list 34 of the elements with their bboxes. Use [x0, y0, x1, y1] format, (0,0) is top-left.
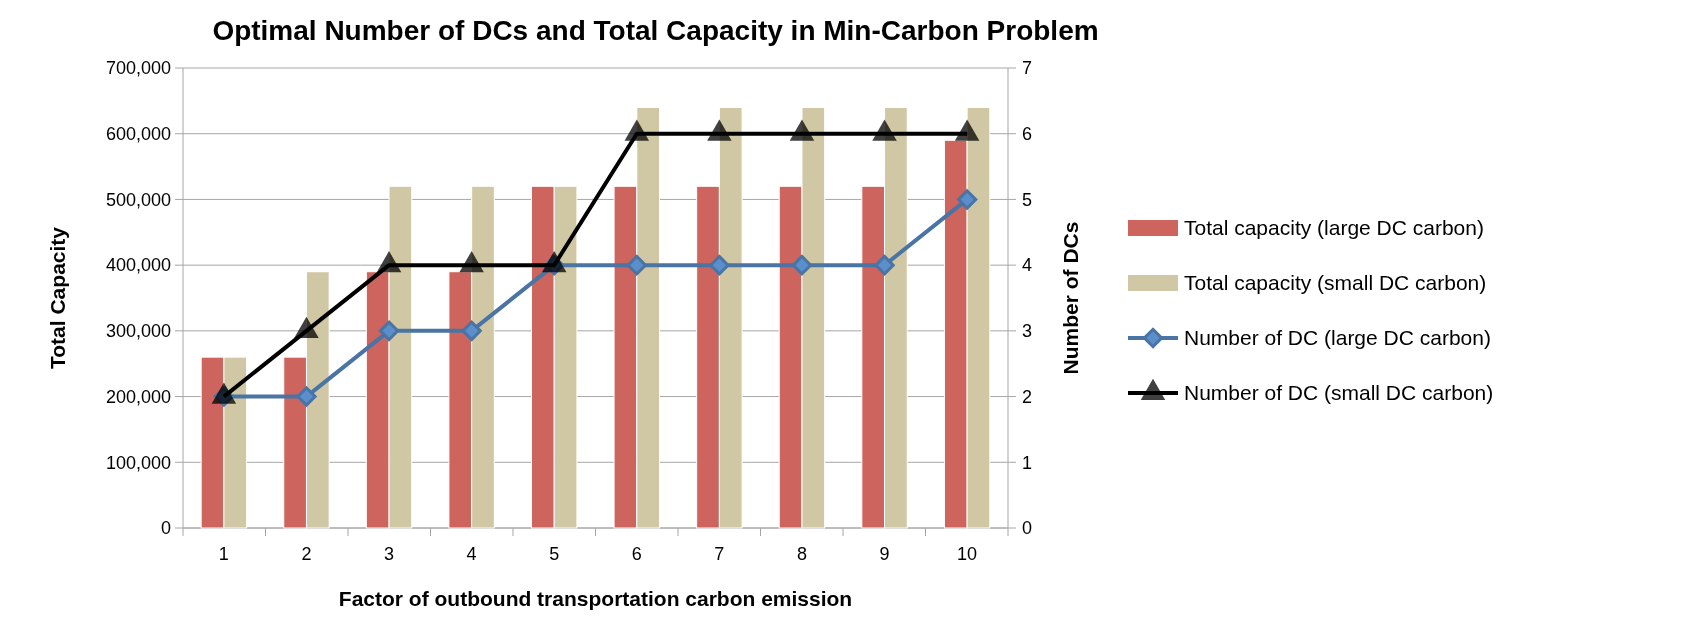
y2-tick-label: 3: [1022, 321, 1033, 342]
y2-tick-label: 7: [1022, 58, 1033, 79]
x-tick-label: 2: [301, 544, 312, 564]
y-tick-label: 500,000: [105, 189, 171, 210]
x-tick-label: 3: [384, 544, 395, 564]
y-tick-label: 200,000: [105, 386, 171, 407]
x-tick-label: 8: [796, 544, 807, 564]
x-tick-label: 9: [879, 544, 890, 564]
legend-label: Total capacity (large DC carbon): [1184, 216, 1484, 240]
x-tick-label: 1: [218, 544, 229, 564]
x-tick-label: 5: [549, 544, 560, 564]
x-tick-label: 6: [631, 544, 642, 564]
legend-label: Number of DC (small DC carbon): [1184, 381, 1494, 405]
y-tick-label: 600,000: [105, 124, 171, 145]
y2-tick-label: 1: [1022, 452, 1033, 473]
x-axis-title: Factor of outbound transportation carbon emission: [338, 587, 853, 610]
y-tick-label: 700,000: [105, 58, 171, 79]
y2-tick-label: 2: [1022, 386, 1033, 407]
y2-tick-label: 0: [1022, 518, 1033, 539]
y2-tick-label: 4: [1022, 255, 1033, 276]
y-tick-label: 100,000: [105, 452, 171, 473]
legend-label: Number of DC (large DC carbon): [1184, 326, 1491, 350]
legend-label: Total capacity (small DC carbon): [1184, 271, 1487, 295]
y-tick-label: 0: [160, 518, 171, 539]
x-tick-label: 10: [957, 544, 978, 564]
y2-axis-title: Number of DCs: [1059, 221, 1082, 375]
chart-title: Optimal Number of DCs and Total Capacity in Min-Carbon Problem: [212, 15, 1099, 46]
y2-tick-label: 5: [1022, 189, 1033, 210]
y2-tick-label: 6: [1022, 124, 1033, 145]
x-tick-label: 4: [466, 544, 477, 564]
y-axis-title: Total Capacity: [46, 226, 69, 369]
y-tick-label: 300,000: [105, 321, 171, 342]
x-tick-label: 7: [714, 544, 725, 564]
y-tick-label: 400,000: [105, 255, 171, 276]
